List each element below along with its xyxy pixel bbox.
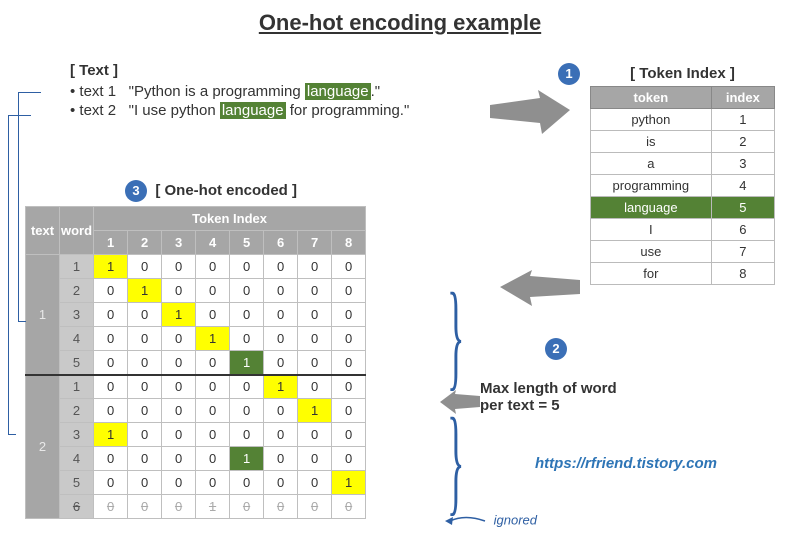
onehot-row: 1110000000 [26, 255, 366, 279]
token-index-heading: [ Token Index ] [590, 65, 775, 82]
text-heading: [ Text ] [70, 62, 409, 79]
onehot-row: 310000000 [26, 423, 366, 447]
step-2-circle: 2 [545, 338, 567, 360]
source-link[interactable]: https://rfriend.tistory.com [535, 455, 717, 472]
step-3-circle: 3 [125, 180, 147, 202]
tick-text2-top [16, 115, 31, 116]
bracket-text1 [18, 92, 26, 322]
token-index-table: token index python1is2a3programming4lang… [590, 86, 775, 285]
page-title: One-hot encoding example [0, 10, 800, 36]
text-line-2: • text 2 "I use python language for prog… [70, 102, 409, 119]
tick-text1-top [26, 92, 41, 93]
bracket-text2 [8, 115, 16, 435]
token-row: I6 [591, 219, 775, 241]
onehot-row: 500001000 [26, 351, 366, 375]
token-row: language5 [591, 197, 775, 219]
text1-highlight: language [305, 83, 371, 100]
token-row: programming4 [591, 175, 775, 197]
onehot-section: 3 [ One-hot encoded ] textwordToken Inde… [25, 180, 366, 519]
token-row: is2 [591, 131, 775, 153]
onehot-row: 400010000 [26, 327, 366, 351]
token-row: use7 [591, 241, 775, 263]
ignored-label: ignored [445, 512, 537, 530]
max-length-label: Max length of wordper text = 5 [480, 380, 617, 414]
text-line-1: • text 1 "Python is a programming langua… [70, 83, 409, 100]
text2-highlight: language [220, 102, 286, 119]
onehot-row: 2100000100 [26, 375, 366, 399]
onehot-row: 400001000 [26, 447, 366, 471]
text1-pre: "Python is a programming [129, 83, 305, 100]
text2-label: text 2 [79, 102, 116, 119]
curly-brace-2: } [447, 430, 464, 490]
onehot-row: 201000000 [26, 279, 366, 303]
onehot-row: 300100000 [26, 303, 366, 327]
onehot-heading: 3 [ One-hot encoded ] [125, 180, 366, 202]
onehot-row: 600010000 [26, 495, 366, 519]
onehot-row: 200000010 [26, 399, 366, 423]
text1-label: text 1 [79, 83, 116, 100]
token-row: python1 [591, 109, 775, 131]
arrow-token-to-onehot [500, 270, 580, 306]
token-row: a3 [591, 153, 775, 175]
onehot-row: 500000001 [26, 471, 366, 495]
token-row: for8 [591, 263, 775, 285]
onehot-table: textwordToken Index123456781110000000201… [25, 206, 366, 519]
arrow-text-to-token [480, 90, 570, 140]
step-1-circle: 1 [558, 63, 580, 85]
text2-pre: "I use python [129, 102, 220, 119]
token-index-section: 1 [ Token Index ] token index python1is2… [590, 65, 775, 285]
text-section: [ Text ] • text 1 "Python is a programmi… [70, 62, 409, 121]
token-col-header: token [591, 87, 712, 109]
text1-post: ." [371, 83, 381, 100]
index-col-header: index [711, 87, 774, 109]
text2-post: for programming." [286, 102, 410, 119]
curly-brace-1: } [447, 305, 464, 365]
